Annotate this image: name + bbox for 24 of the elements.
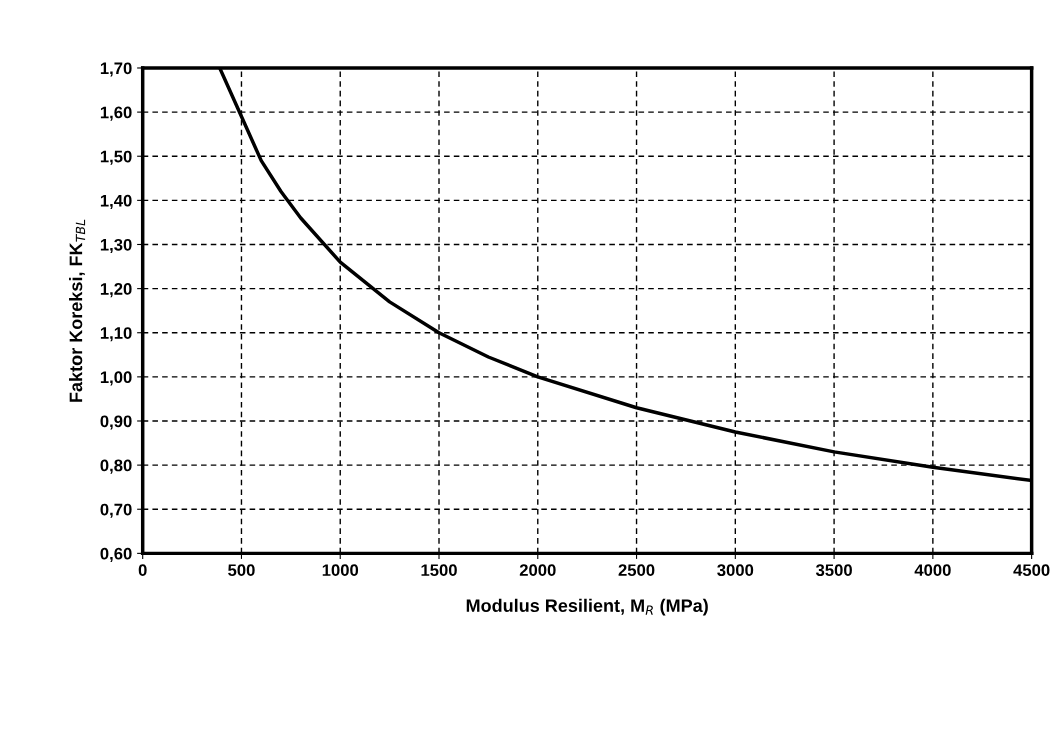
x-tick-label: 2000 (519, 564, 556, 577)
x-axis-title: Modulus Resilient, M$_{R}$ (MPa) (466, 598, 708, 616)
y-tick-label: 1,00 (100, 371, 132, 386)
y-tick-label: 1,60 (100, 106, 132, 121)
x-tick-label: 4500 (1013, 564, 1050, 577)
y-tick-label: 1,10 (100, 327, 132, 342)
x-tick-label: 500 (228, 564, 255, 577)
x-tick-label: 1500 (421, 564, 457, 577)
x-tick-label: 3000 (717, 564, 754, 577)
y-tick-label: 0,80 (100, 459, 132, 474)
y-tick-label: 0,70 (100, 503, 132, 518)
y-axis-title: Faktor Koreksi, FK$_{TBL}$ (69, 219, 86, 402)
x-tick-label: 2500 (618, 564, 655, 577)
x-tick-label: 0 (138, 564, 147, 577)
x-tick-label: 3500 (815, 564, 852, 577)
y-tick-label: 0,90 (100, 415, 132, 430)
y-tick-label: 1,50 (100, 150, 132, 165)
y-tick-label: 1,30 (100, 238, 132, 254)
y-tick-label: 0,60 (100, 547, 132, 562)
x-tick-label: 4000 (914, 564, 951, 577)
y-tick-label: 1,70 (100, 62, 132, 77)
y-tick-label: 1,40 (100, 194, 132, 209)
y-tick-label: 1,20 (100, 283, 132, 298)
x-tick-label: 1000 (322, 564, 359, 577)
